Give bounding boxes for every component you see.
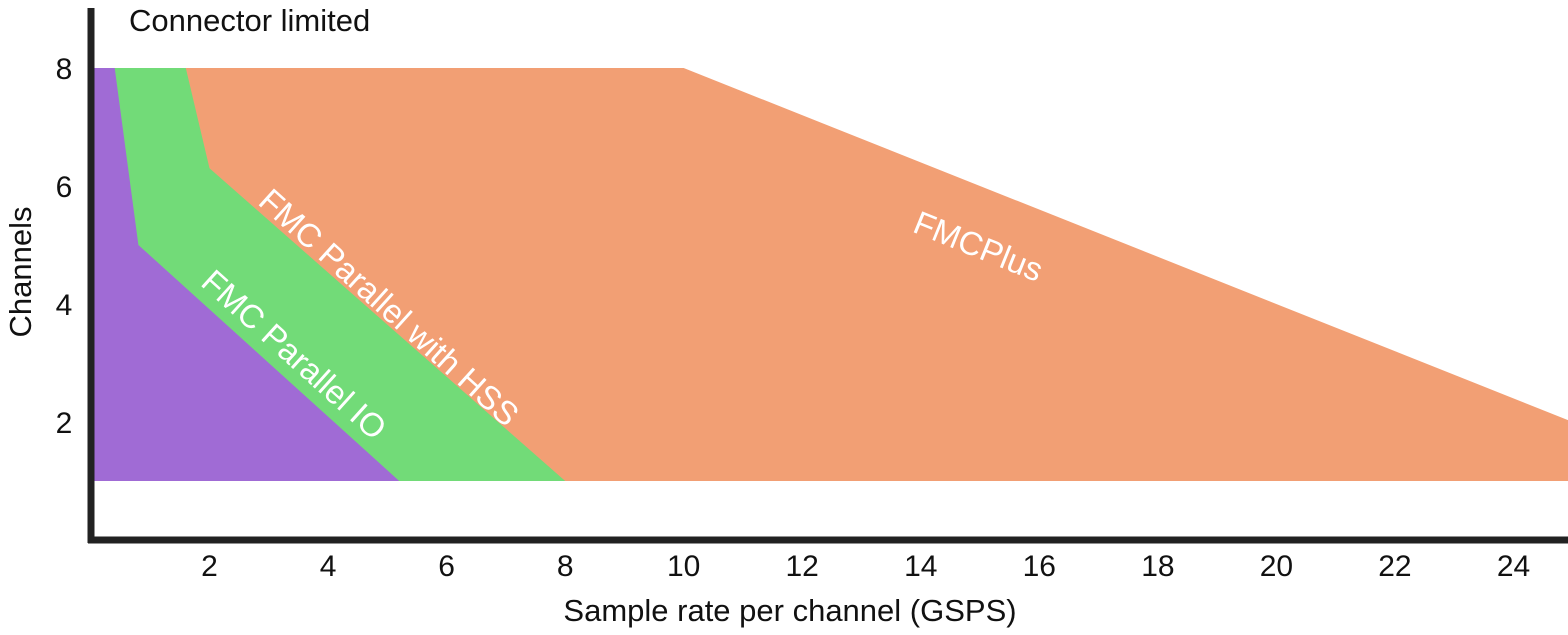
area-fmc-parallel-io [91,68,400,481]
x-tick-label: 18 [1141,550,1174,583]
y-tick-label: 8 [56,53,73,86]
x-tick-label: 2 [201,550,218,583]
chart-axes [87,8,1568,544]
x-tick-labels: 2 4 6 8 10 12 14 16 18 20 22 24 [201,550,1530,583]
x-tick-label: 22 [1378,550,1411,583]
chart-areas [91,68,1568,481]
x-tick-label: 20 [1260,550,1293,583]
y-tick-labels: 2 4 6 8 [56,53,73,440]
x-tick-label: 10 [667,550,700,583]
y-tick-label: 2 [56,407,73,440]
y-axis-title: Channels [3,207,38,338]
x-tick-label: 16 [1023,550,1056,583]
x-axis-title: Sample rate per channel (GSPS) [563,593,1016,628]
area-fmcplus [91,68,1568,481]
y-tick-label: 6 [56,171,73,204]
connector-limited-note: Connector limited [129,3,370,38]
y-tick-label: 4 [56,289,73,322]
x-tick-label: 14 [904,550,937,583]
x-tick-label: 8 [557,550,574,583]
x-tick-label: 24 [1497,550,1530,583]
x-tick-label: 4 [320,550,337,583]
x-tick-label: 12 [786,550,819,583]
x-tick-label: 6 [438,550,455,583]
